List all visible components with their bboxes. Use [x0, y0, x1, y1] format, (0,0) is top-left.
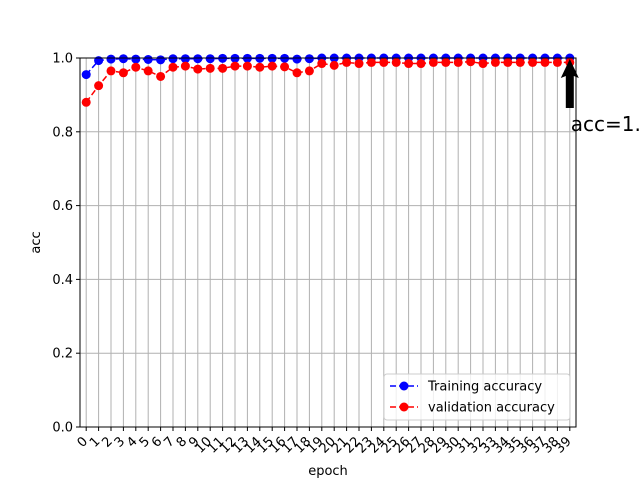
legend-label: Training accuracy [427, 380, 542, 395]
data-point [230, 61, 240, 71]
y-tick-label: 0.8 [52, 125, 73, 140]
data-point [478, 59, 488, 69]
data-point [428, 57, 438, 67]
data-point [366, 57, 376, 67]
data-point [304, 66, 314, 76]
data-point [503, 57, 513, 67]
data-point [156, 71, 166, 81]
y-tick-label: 0.0 [52, 421, 73, 436]
data-point [218, 63, 228, 73]
data-point [193, 64, 203, 74]
data-point [180, 54, 190, 64]
data-point [342, 57, 352, 67]
data-point [131, 62, 141, 72]
data-point [106, 54, 116, 64]
data-point [81, 97, 91, 107]
data-point [391, 57, 401, 67]
data-point [416, 59, 426, 69]
x-axis-label: epoch [308, 464, 348, 479]
y-tick-label: 0.6 [52, 199, 73, 214]
annotation-arrow [560, 59, 579, 108]
data-point [131, 54, 141, 64]
y-tick-label: 0.2 [52, 347, 73, 362]
annotation-text: acc=1. [571, 112, 640, 136]
plot-frame [79, 57, 577, 428]
data-point [106, 66, 116, 76]
data-point [379, 57, 389, 67]
series-line [85, 60, 570, 103]
data-point [292, 54, 302, 64]
data-point [180, 61, 190, 71]
data-point [156, 55, 166, 65]
data-point [94, 81, 104, 91]
data-point [267, 61, 277, 71]
data-point [205, 63, 215, 73]
data-point [466, 57, 476, 67]
data-point [168, 54, 178, 64]
legend-items: Training accuracy validation accuracy [390, 380, 555, 416]
data-point [168, 62, 178, 72]
data-point [441, 57, 451, 67]
data-point [453, 57, 463, 67]
legend-box [383, 373, 571, 421]
legend-marker [399, 402, 409, 412]
data-point [490, 57, 500, 67]
data-point [118, 68, 128, 78]
data-point [540, 57, 550, 67]
data-point [292, 68, 302, 78]
legend: Training accuracy validation accuracy [383, 373, 571, 421]
data-point [552, 57, 562, 67]
data-point [94, 56, 104, 66]
data-point [304, 54, 314, 64]
legend-label: validation accuracy [428, 401, 555, 416]
data-point [329, 60, 339, 70]
data-point [193, 54, 203, 64]
annotation: acc=1. [560, 59, 640, 136]
y-tick-label: 0.4 [52, 273, 73, 288]
data-point [528, 57, 538, 67]
data-point [280, 62, 290, 72]
data-point [118, 54, 128, 64]
data-point [205, 54, 215, 64]
y-axis-label: acc [29, 231, 44, 253]
data-point [143, 66, 153, 76]
legend-marker [399, 381, 409, 391]
data-point [81, 70, 91, 80]
data-point [515, 57, 525, 67]
grid-lines [80, 57, 576, 428]
y-tick-label: 1.0 [52, 52, 73, 67]
data-point [143, 54, 153, 64]
data-point [404, 59, 414, 69]
data-point [317, 59, 327, 69]
data-point [354, 59, 364, 69]
data-point [255, 62, 265, 72]
data-point [242, 61, 252, 71]
